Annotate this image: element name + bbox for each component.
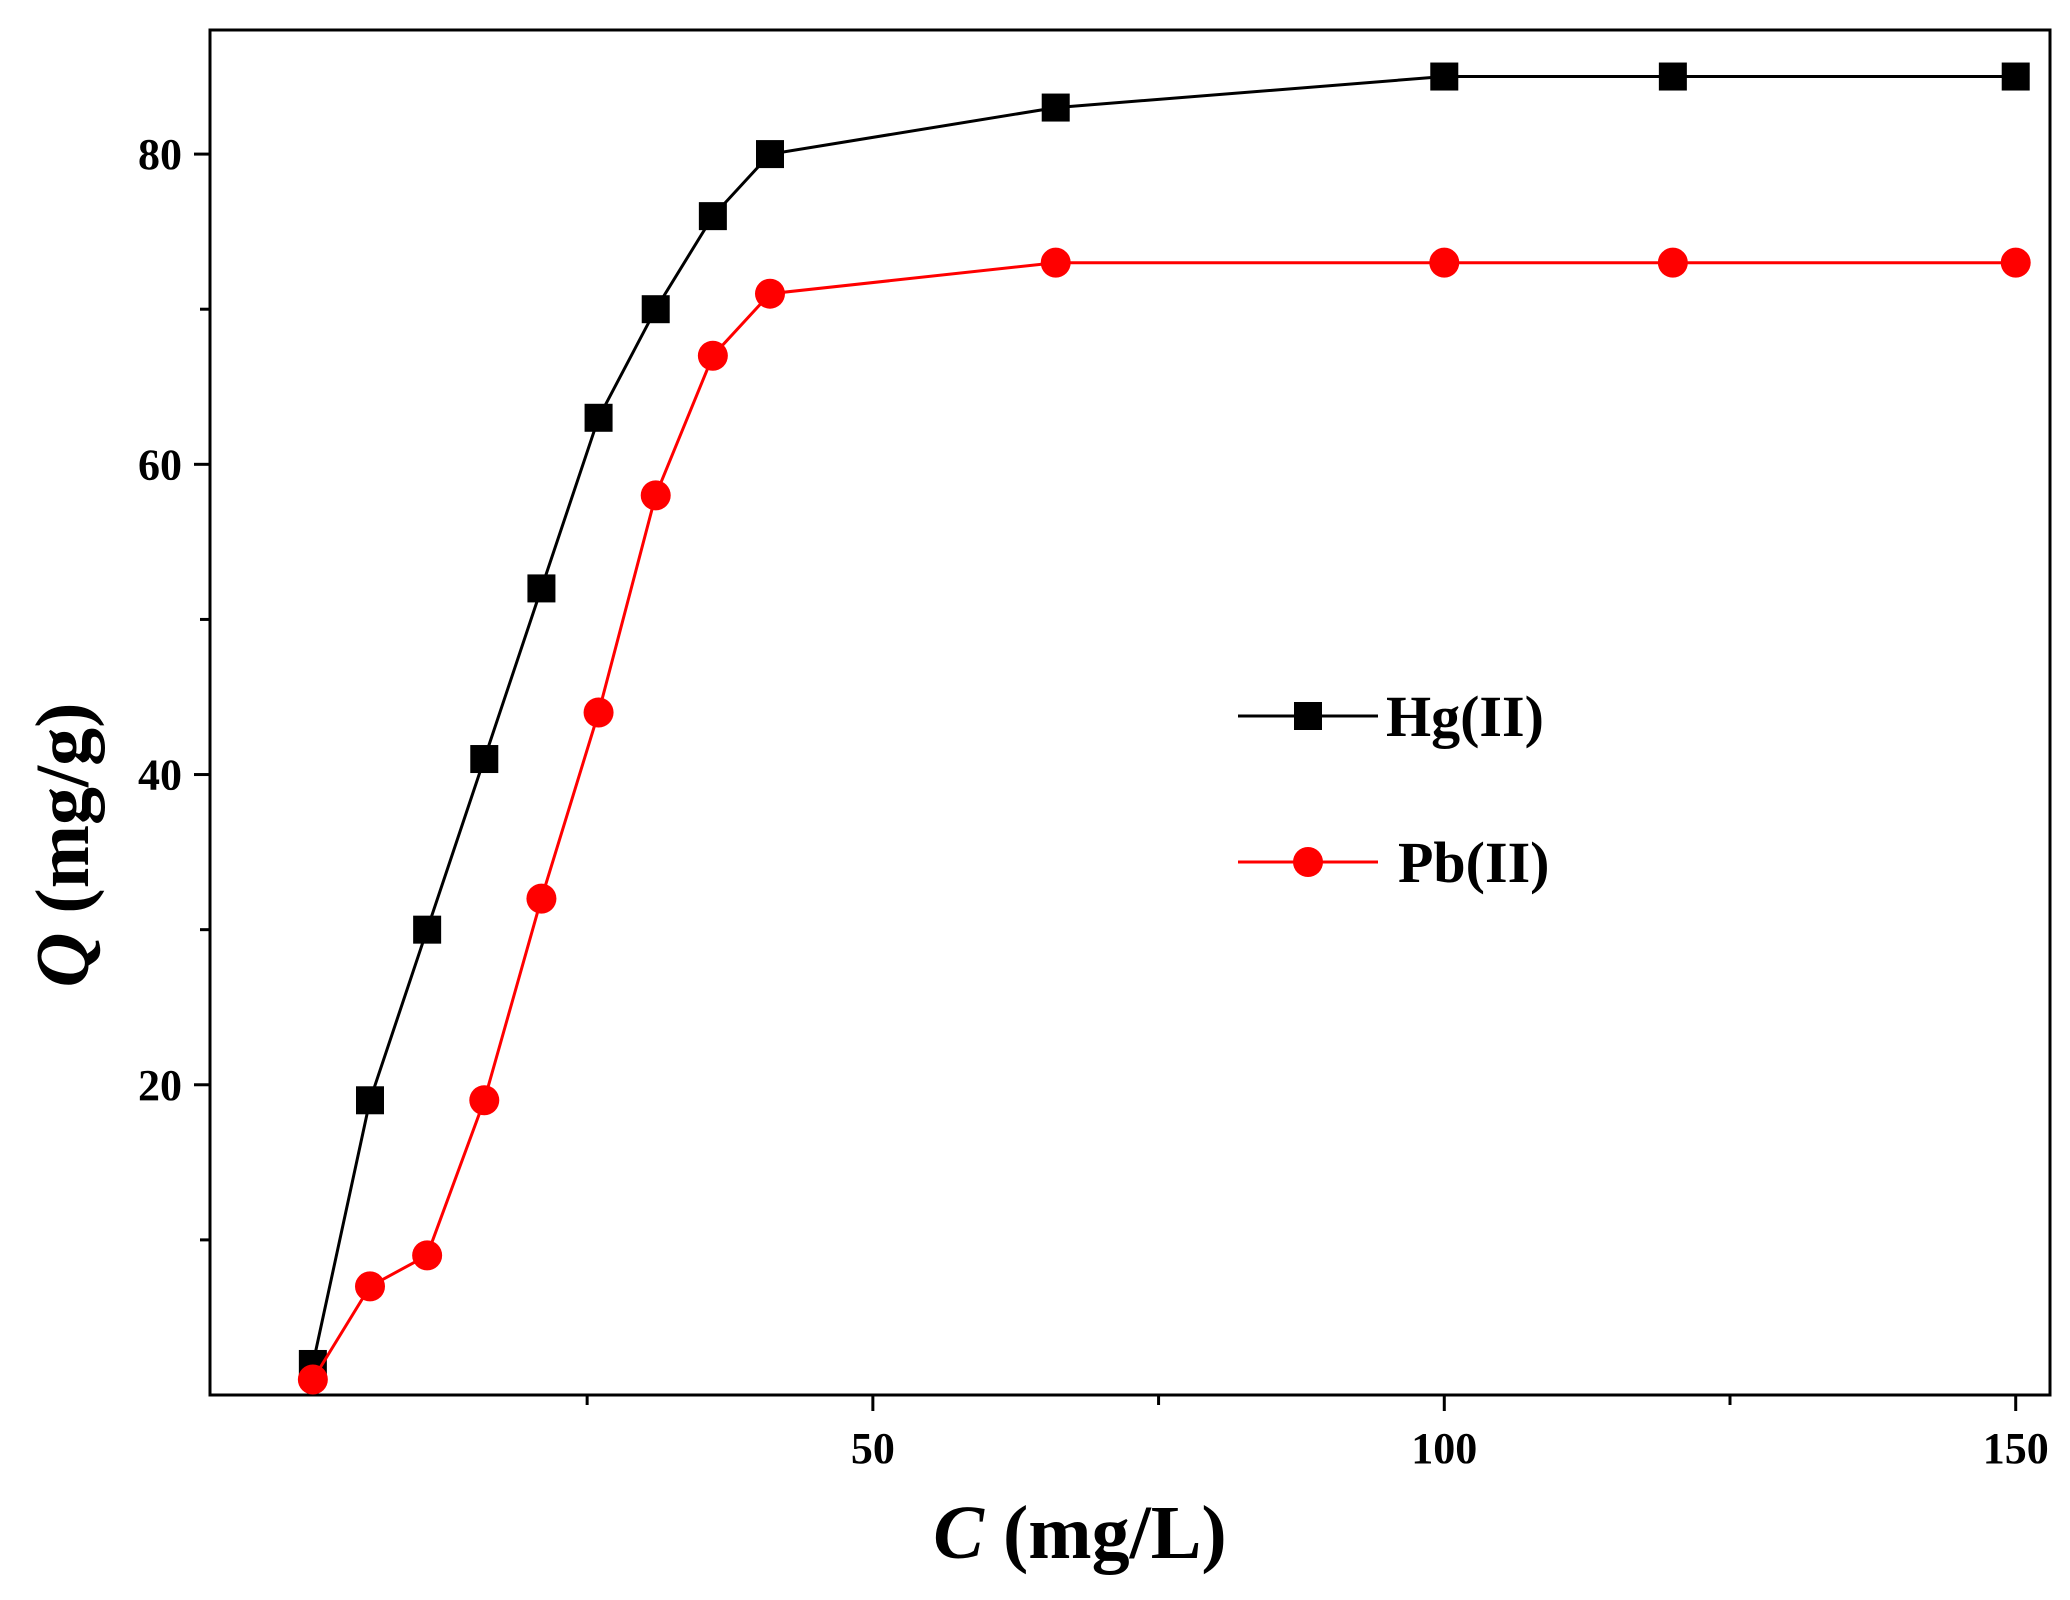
x-axis-title: C (mg/L) (933, 1491, 1226, 1575)
x-tick-label: 150 (1983, 1424, 2049, 1473)
x-tick-label: 100 (1411, 1424, 1477, 1473)
x-axis-unit: (mg/L) (984, 1491, 1227, 1575)
data-point-hg-ii (356, 1086, 384, 1115)
legend-label-hg-ii: Hg(II) (1386, 684, 1544, 749)
data-point-pb-ii (297, 1364, 328, 1395)
legend-marker-pb-ii (1293, 847, 1323, 877)
data-point-hg-ii (1658, 62, 1687, 91)
y-axis-unit: (mg/g) (21, 703, 105, 933)
y-axis-var: Q (21, 933, 105, 988)
data-point-pb-ii (1429, 247, 1460, 278)
data-point-pb-ii (640, 480, 671, 511)
series-layer (297, 62, 2031, 1395)
y-tick-label: 80 (138, 130, 182, 179)
series-hg-ii (298, 62, 2030, 1378)
data-point-hg-ii (641, 295, 670, 324)
data-point-hg-ii (756, 140, 784, 169)
data-point-pb-ii (1657, 247, 1688, 278)
data-point-hg-ii (698, 202, 727, 231)
data-point-pb-ii (583, 697, 614, 728)
data-point-pb-ii (526, 883, 557, 914)
data-point-pb-ii (697, 340, 728, 371)
series-line-pb-ii (311, 261, 2016, 1381)
data-point-pb-ii (1040, 247, 1071, 278)
y-tick-label: 20 (138, 1061, 182, 1110)
data-point-hg-ii (2001, 62, 2030, 91)
legend: Hg(II) Pb(II) (1238, 684, 1549, 895)
data-point-hg-ii (413, 915, 442, 944)
axis-ticks (194, 152, 2018, 1411)
legend-label-pb-ii: Pb(II) (1398, 830, 1549, 895)
data-point-pb-ii (355, 1271, 385, 1302)
plot-border (208, 28, 2052, 1397)
data-point-hg-ii (584, 403, 613, 432)
data-point-hg-ii (470, 745, 499, 774)
legend-marker-hg-ii (1294, 702, 1322, 730)
data-point-hg-ii (527, 574, 556, 603)
data-point-pb-ii (469, 1085, 500, 1116)
y-axis-title: Q (mg/g) (21, 703, 105, 988)
data-point-pb-ii (2000, 247, 2031, 278)
series-line-hg-ii (311, 75, 2016, 1365)
data-point-hg-ii (1041, 93, 1070, 122)
series-pb-ii (297, 247, 2031, 1395)
plot-frame (208, 28, 2052, 1397)
data-point-hg-ii (1430, 62, 1459, 91)
x-tick-label: 50 (851, 1424, 895, 1473)
y-tick-label: 60 (138, 440, 182, 489)
y-tick-label: 40 (138, 751, 182, 800)
data-point-pb-ii (755, 278, 785, 309)
x-axis-var: C (933, 1491, 985, 1575)
data-point-pb-ii (412, 1240, 443, 1271)
axis-tick-labels: 50 100 150 20 40 60 80 (138, 130, 2049, 1473)
